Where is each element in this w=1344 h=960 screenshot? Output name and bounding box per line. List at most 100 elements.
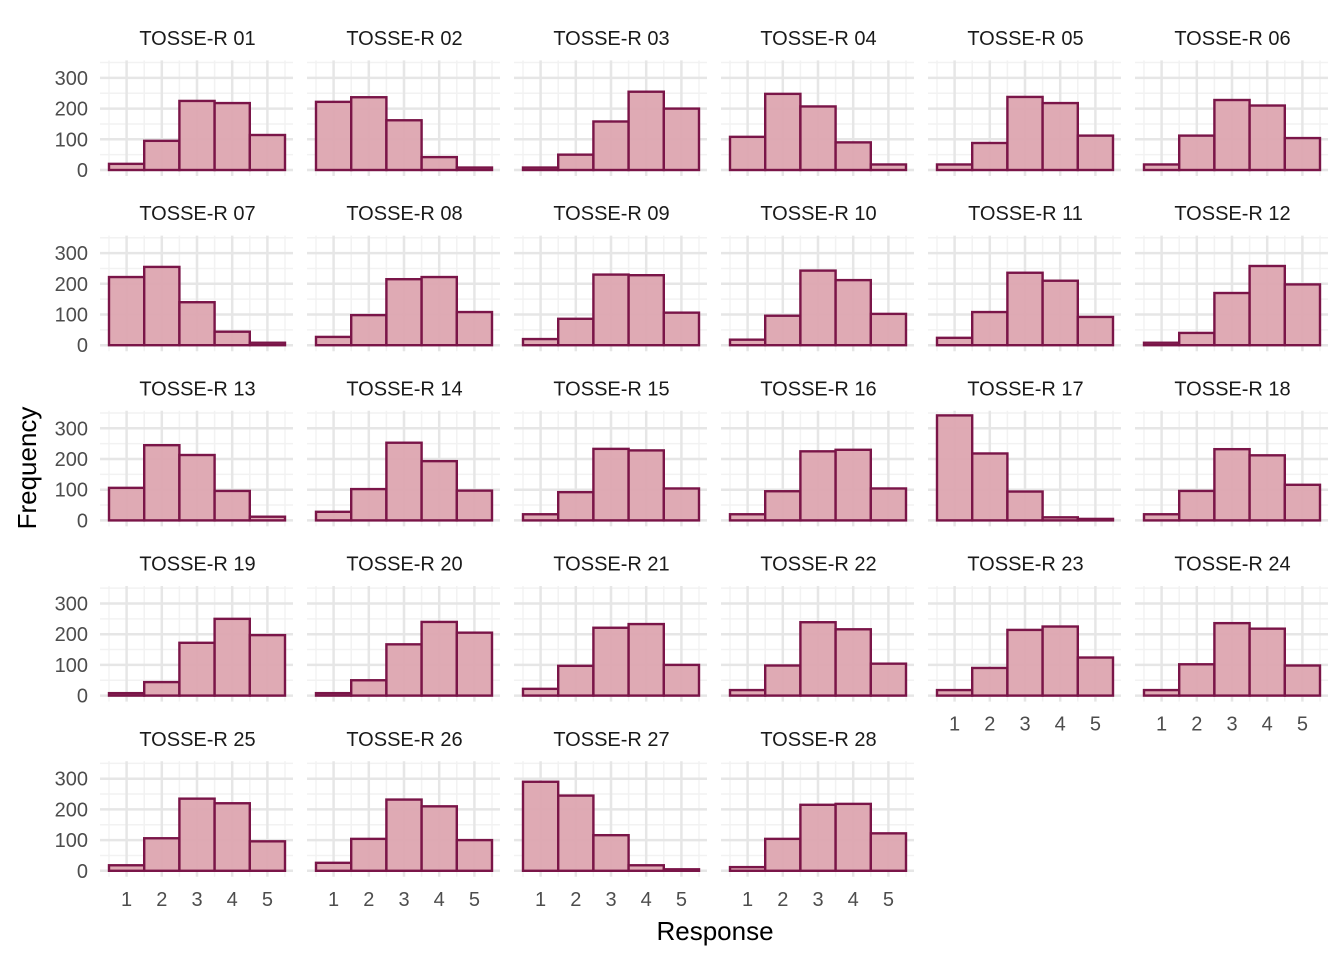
histogram-bar <box>728 688 767 697</box>
histogram-bar <box>592 273 630 347</box>
facet-panel: TOSSE-R 17 <box>928 378 1121 527</box>
histogram-bar <box>971 310 1009 347</box>
x-tick-label: 5 <box>262 889 273 911</box>
x-tick-label: 2 <box>984 714 995 736</box>
x-tick-label: 1 <box>535 889 546 911</box>
histogram-bar <box>869 662 908 697</box>
histogram-bar <box>1283 664 1322 697</box>
facet-title: TOSSE-R 01 <box>139 28 255 50</box>
facet-title: TOSSE-R 11 <box>968 203 1083 225</box>
histogram-bar <box>314 861 353 872</box>
histogram-bar <box>1041 625 1079 697</box>
histogram-bar <box>764 664 802 697</box>
y-tick-label: 200 <box>55 449 88 471</box>
y-tick-label: 100 <box>55 655 88 677</box>
facet-panel: TOSSE-R 20 <box>307 554 500 702</box>
histogram-bar <box>1041 101 1079 172</box>
histogram-bar <box>834 141 872 172</box>
facet-title: TOSSE-R 14 <box>346 378 462 400</box>
histogram-bar <box>662 663 701 697</box>
facet-title: TOSSE-R 17 <box>967 378 1083 400</box>
x-tick-label: 4 <box>641 889 652 911</box>
histogram-bar <box>834 448 872 522</box>
histogram-bar <box>799 450 837 522</box>
histogram-bar <box>764 837 802 873</box>
histogram-bar <box>662 487 701 522</box>
facet-title: TOSSE-R 18 <box>1174 378 1290 400</box>
x-tick-label: 3 <box>398 889 409 911</box>
histogram-bar <box>869 832 908 873</box>
histogram-bar <box>557 794 595 873</box>
facet-title: TOSSE-R 21 <box>553 554 669 576</box>
facet-panel: TOSSE-R 13 0 100 200 300 <box>55 378 293 532</box>
x-tick-label: 2 <box>363 889 374 911</box>
y-tick-label: 300 <box>55 68 88 90</box>
histogram-bar <box>1248 104 1286 172</box>
histogram-bar <box>455 489 494 522</box>
histogram-bar <box>1283 283 1322 347</box>
histogram-bar <box>728 338 767 347</box>
histogram-bar <box>627 90 665 172</box>
histogram-bar <box>1142 688 1181 697</box>
histogram-bar <box>764 490 802 522</box>
x-tick-label: 2 <box>570 889 581 911</box>
x-tick-label: 1 <box>742 889 753 911</box>
histogram-bar <box>627 622 665 697</box>
histogram-bar <box>799 621 837 697</box>
x-tick-label: 5 <box>469 889 480 911</box>
histogram-bar <box>728 513 767 522</box>
histogram-bar <box>627 449 665 522</box>
histogram-bar <box>248 840 287 873</box>
histogram-bar <box>178 301 216 347</box>
x-tick-label: 4 <box>1262 714 1273 736</box>
x-tick-label: 4 <box>434 889 445 911</box>
histogram-bar <box>248 133 287 172</box>
histogram-bar <box>1283 136 1322 172</box>
histogram-bar <box>248 515 287 522</box>
facet-title: TOSSE-R 05 <box>967 28 1083 50</box>
histogram-bar <box>178 797 216 873</box>
histogram-bar <box>142 443 181 522</box>
histogram-bar <box>420 155 459 172</box>
histogram-bar <box>1006 490 1044 522</box>
facet-panel: TOSSE-R 11 <box>928 203 1121 352</box>
histogram-bar <box>521 166 560 172</box>
facet-title: TOSSE-R 10 <box>760 203 876 225</box>
y-tick-label: 300 <box>55 243 88 265</box>
histogram-bar <box>350 96 388 172</box>
histogram-bar <box>1076 656 1115 697</box>
facet-title: TOSSE-R 22 <box>760 554 876 576</box>
x-tick-label: 3 <box>605 889 616 911</box>
histogram-bar <box>107 691 146 697</box>
histogram-bar <box>213 101 252 172</box>
histogram-bar <box>1076 517 1115 522</box>
histogram-bar <box>107 275 146 347</box>
histogram-bar <box>971 666 1009 697</box>
histogram-bar <box>1006 95 1044 172</box>
y-tick-label: 300 <box>55 418 88 440</box>
facet-title: TOSSE-R 19 <box>139 554 255 576</box>
facet-title: TOSSE-R 25 <box>139 729 255 751</box>
facet-title: TOSSE-R 13 <box>139 378 255 400</box>
histogram-bar <box>142 139 181 172</box>
histogram-bar <box>834 802 872 873</box>
histogram-bar <box>1248 454 1286 522</box>
facet-panel: TOSSE-R 23 1 2 3 4 5 <box>928 554 1121 736</box>
histogram-bar <box>1248 264 1286 347</box>
histogram-bar <box>385 643 423 697</box>
histogram-bar <box>869 312 908 347</box>
histogram-bar <box>557 317 595 347</box>
facet-title: TOSSE-R 16 <box>760 378 876 400</box>
histogram-bar <box>728 865 767 873</box>
x-tick-label: 3 <box>1226 714 1237 736</box>
facet-panel: TOSSE-R 27 1 2 3 4 5 <box>514 729 707 911</box>
histogram-bar <box>455 310 494 347</box>
histogram-bar <box>314 691 353 697</box>
y-tick-label: 300 <box>55 769 88 791</box>
histogram-bar <box>1006 271 1044 347</box>
facet-panel: TOSSE-R 08 <box>307 203 500 352</box>
histogram-bar <box>1142 163 1181 172</box>
histogram-bar <box>592 626 630 697</box>
x-tick-label: 1 <box>328 889 339 911</box>
histogram-bar <box>1041 279 1079 347</box>
